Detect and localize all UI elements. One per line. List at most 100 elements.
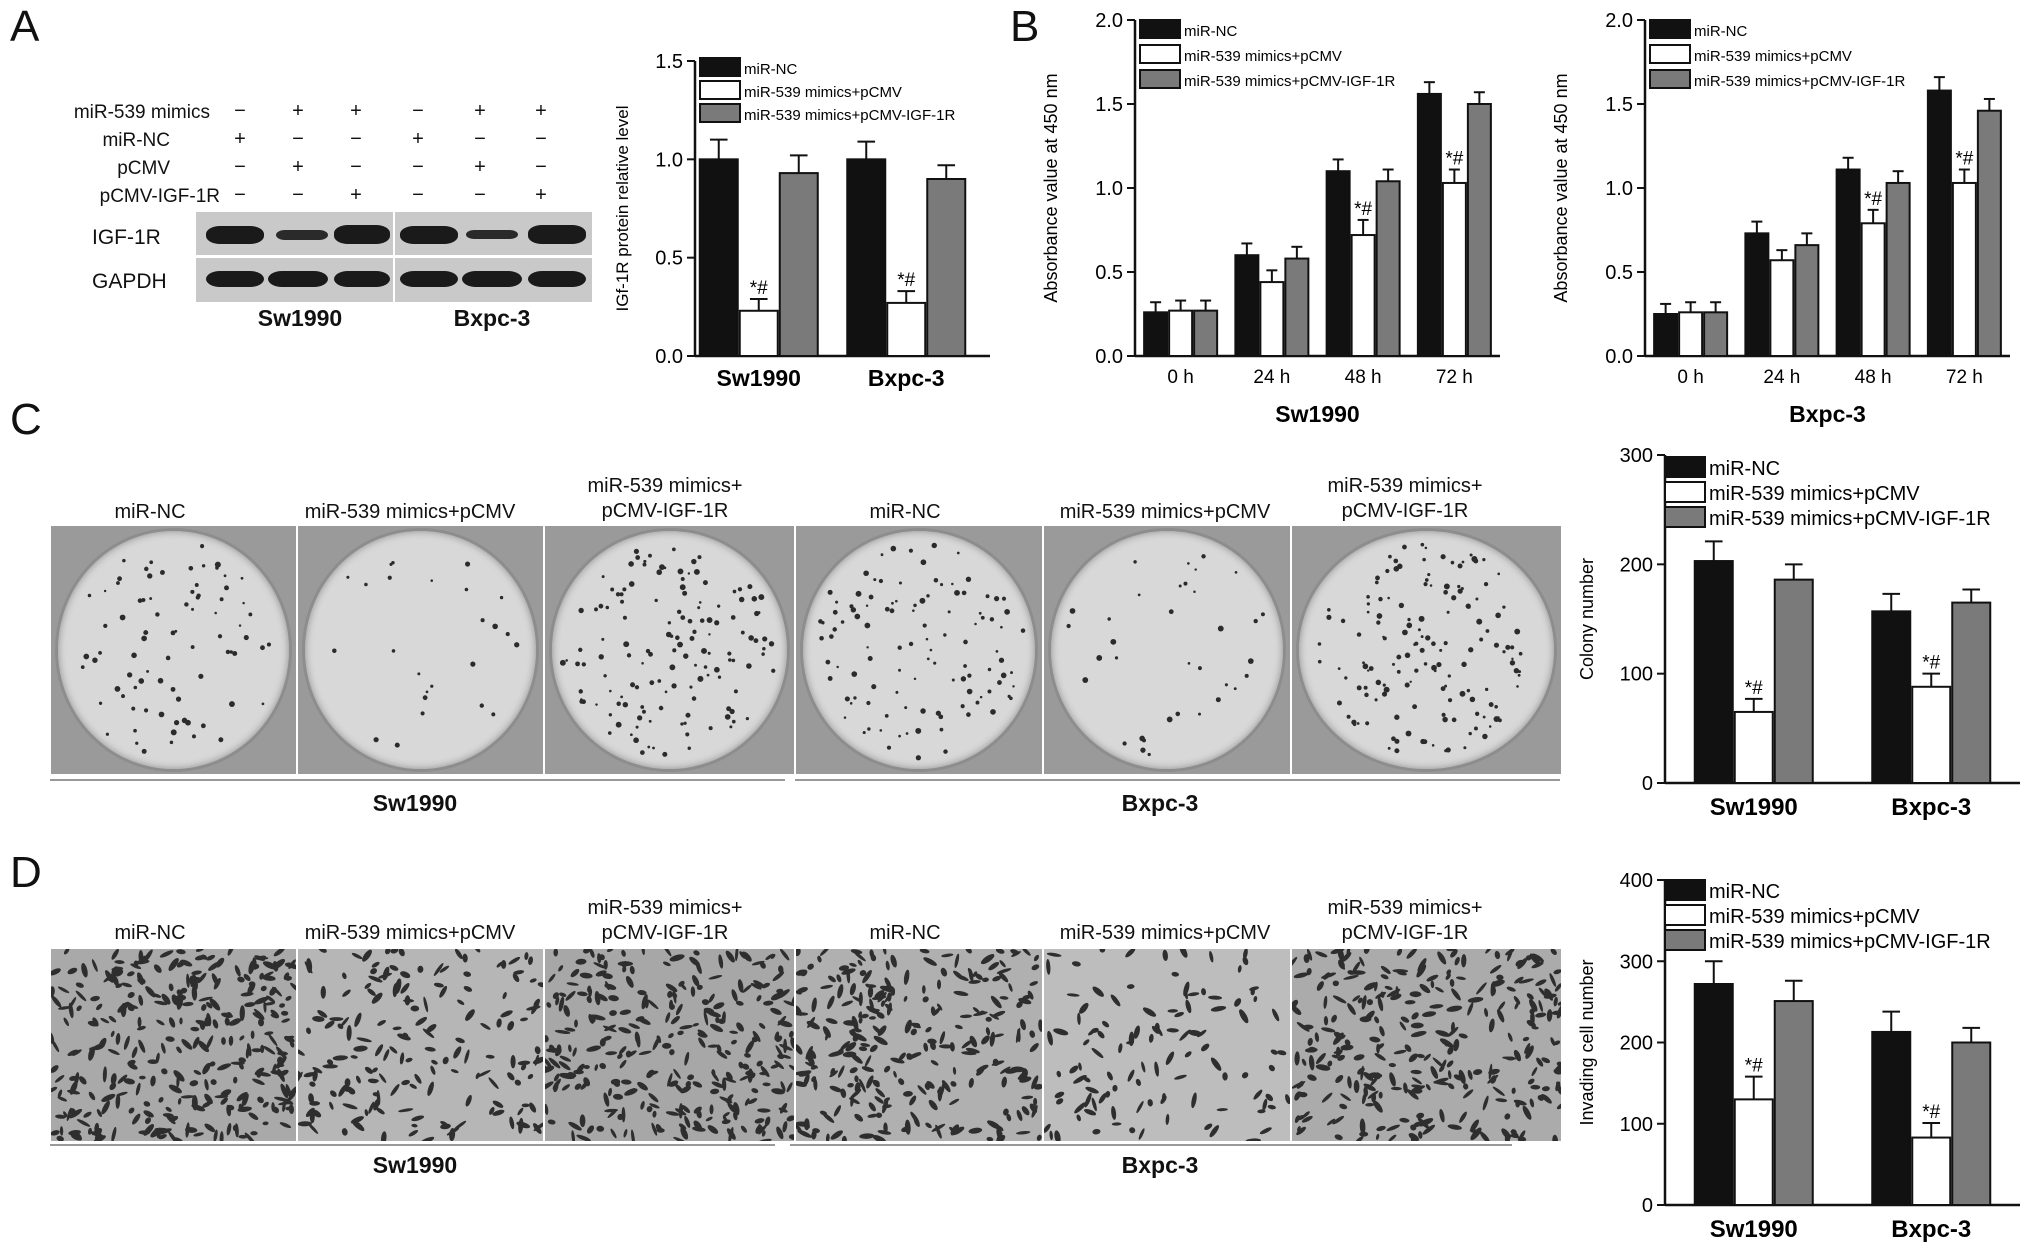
- invading-cell: [1128, 1031, 1135, 1047]
- invading-cell: [72, 1131, 82, 1141]
- invading-cell: [981, 1035, 990, 1045]
- invading-cell: [668, 1080, 679, 1087]
- invading-cell: [690, 986, 696, 997]
- colony-dot: [978, 611, 982, 615]
- invading-cell: [402, 998, 415, 1003]
- invading-cell: [263, 1045, 276, 1055]
- legend-swatch: [1664, 879, 1706, 901]
- colony-dot: [1420, 635, 1424, 639]
- colony-dot: [669, 664, 676, 671]
- invading-cell: [496, 1018, 502, 1028]
- invading-cell: [1502, 1056, 1517, 1060]
- colony-dot: [685, 712, 691, 718]
- bar: [1375, 180, 1401, 357]
- colony-dot: [623, 641, 630, 648]
- colony-dot: [1393, 565, 1400, 572]
- invading-cell: [885, 960, 890, 971]
- colony-dot: [559, 659, 566, 666]
- invading-cell: [1363, 1086, 1369, 1097]
- invading-cell: [1393, 1049, 1407, 1055]
- invading-cell: [1485, 949, 1493, 954]
- invading-cell: [1307, 1037, 1313, 1046]
- colony-dot: [908, 548, 914, 553]
- invading-cell: [680, 1127, 689, 1140]
- invading-cell: [272, 1063, 277, 1074]
- bxpc3-underline-c: [795, 779, 1560, 781]
- colony-dot: [579, 699, 584, 704]
- invading-cell: [1374, 1016, 1380, 1024]
- invading-cell: [684, 1115, 691, 1128]
- colony-dot: [702, 580, 708, 586]
- invading-cell: [1296, 1126, 1306, 1136]
- y-axis-label: Absorbance value at 450 nm: [1551, 73, 1571, 302]
- invading-cell: [308, 1093, 314, 1104]
- colony-dot: [707, 651, 711, 655]
- bar: [1259, 281, 1285, 357]
- invading-cell: [277, 1051, 288, 1056]
- colony-dot: [165, 655, 171, 661]
- invading-cell: [1162, 949, 1168, 962]
- invading-cell: [553, 949, 559, 957]
- colony-dot: [980, 615, 985, 620]
- invading-cell: [1517, 1136, 1527, 1141]
- invading-cell: [364, 1066, 373, 1074]
- invading-cell: [1097, 1030, 1105, 1039]
- invading-cell: [586, 996, 592, 1004]
- matrix-cell: −: [535, 128, 547, 150]
- invading-cell: [1296, 1080, 1304, 1089]
- image-label-line: miR-NC: [869, 922, 941, 944]
- invading-cell: [411, 1115, 425, 1122]
- colony-dot: [1440, 686, 1446, 692]
- invading-cell: [1347, 1003, 1356, 1015]
- colony-dot: [701, 647, 707, 654]
- invading-cell: [423, 996, 429, 1013]
- invading-cell: [262, 1121, 269, 1126]
- colony-dot: [1201, 554, 1206, 559]
- invading-cell: [733, 1111, 738, 1121]
- invading-cell: [604, 1108, 619, 1113]
- invading-cell: [675, 1003, 683, 1016]
- colony-dot: [729, 708, 735, 715]
- invading-cell: [1294, 1051, 1300, 1066]
- invading-cell: [298, 1121, 312, 1127]
- image-label-line: miR-539 mimics+: [587, 897, 743, 919]
- invading-cell: [1136, 1100, 1144, 1114]
- invading-cell: [371, 1067, 378, 1073]
- invading-cell: [248, 981, 256, 987]
- invading-cell: [949, 1098, 960, 1105]
- invading-cell: [136, 1025, 146, 1031]
- invading-cell: [1277, 1050, 1287, 1056]
- invading-cell: [1365, 1102, 1375, 1107]
- invading-cell: [250, 1030, 255, 1040]
- invading-cell: [777, 1015, 787, 1026]
- invading-cell: [1049, 1130, 1053, 1141]
- invading-cell: [778, 1107, 788, 1113]
- image-label-line: pCMV-IGF-1R: [601, 500, 729, 522]
- colony-dot: [1447, 674, 1451, 678]
- invading-cell: [284, 976, 293, 981]
- invading-cell: [693, 950, 700, 956]
- invading-cell: [860, 1013, 869, 1019]
- invading-cell: [1021, 1095, 1034, 1100]
- invading-cell: [1321, 1027, 1336, 1033]
- invading-cell: [489, 1106, 495, 1115]
- invading-cell: [1376, 1125, 1386, 1132]
- invading-cell: [956, 974, 969, 982]
- invading-cell: [204, 1093, 213, 1105]
- colony-dot: [133, 728, 137, 733]
- invading-cell: [351, 952, 363, 960]
- colony-dot: [694, 663, 697, 667]
- colony-dot: [240, 576, 244, 580]
- invading-cell: [1421, 1011, 1437, 1018]
- colony-dot: [607, 731, 612, 735]
- invading-cell: [1389, 1072, 1396, 1087]
- invading-cell: [1386, 1124, 1400, 1132]
- invading-cell: [273, 949, 285, 957]
- invading-cell: [1209, 1125, 1220, 1138]
- invading-cell: [1125, 949, 1136, 958]
- invading-cell: [1426, 974, 1439, 982]
- colony-dot: [141, 597, 146, 603]
- invading-cell: [224, 1017, 230, 1026]
- colony-dot: [908, 641, 914, 647]
